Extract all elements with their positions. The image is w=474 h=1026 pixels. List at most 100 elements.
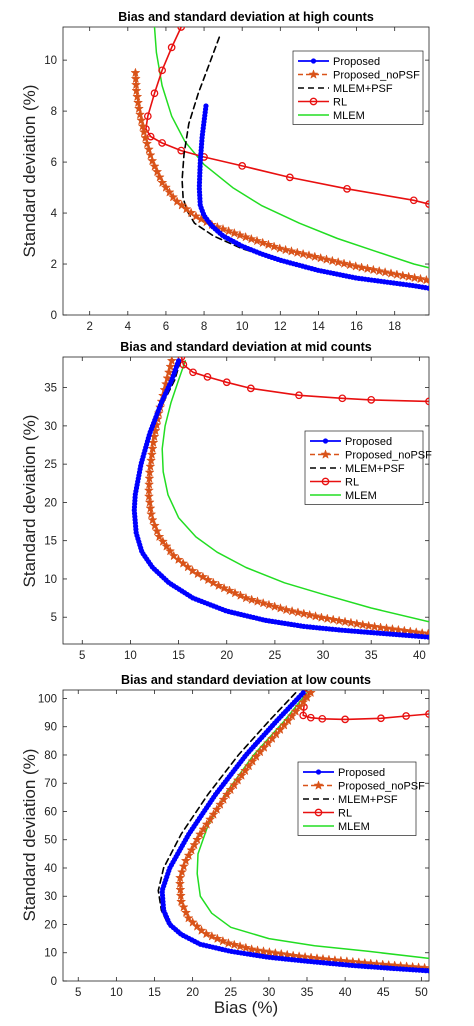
data-point-proposed-nopsf <box>362 263 373 274</box>
legend-marker-proposed-nopsf <box>308 69 319 79</box>
chart-title: Bias and standard deviation at mid count… <box>120 340 371 354</box>
series-rl <box>142 27 429 208</box>
data-point-proposed-nopsf <box>166 357 177 366</box>
chart-panel-1: Bias and standard deviation at high coun… <box>20 10 430 333</box>
data-point-proposed-nopsf <box>259 742 270 752</box>
data-point-proposed-nopsf <box>258 946 269 956</box>
data-point-proposed-nopsf <box>403 271 414 282</box>
data-point-rl <box>167 43 176 52</box>
x-tick-label: 15 <box>148 987 161 999</box>
data-point-proposed-nopsf <box>134 109 146 119</box>
data-point-proposed-nopsf <box>304 609 315 620</box>
data-point-rl <box>343 184 351 193</box>
data-point-proposed-nopsf <box>267 733 278 743</box>
data-point-rl <box>425 200 429 208</box>
data-point-proposed-nopsf <box>221 789 232 799</box>
data-point-proposed-nopsf <box>137 120 148 131</box>
x-tick-label: 25 <box>224 987 237 999</box>
data-point-proposed-nopsf <box>279 719 290 730</box>
y-tick-label: 0 <box>51 310 57 322</box>
data-point-proposed-nopsf <box>213 580 224 591</box>
data-point-proposed-nopsf <box>168 550 179 561</box>
y-tick-label: 6 <box>51 157 57 169</box>
chart-title: Bias and standard deviation at high coun… <box>118 10 374 24</box>
y-axis-label: Standard deviation (%) <box>20 749 39 922</box>
data-point-proposed-nopsf <box>236 770 247 780</box>
data-point-proposed-nopsf <box>182 561 193 572</box>
data-point-proposed <box>425 634 429 640</box>
y-tick-label: 40 <box>44 863 57 875</box>
data-point-proposed-nopsf <box>292 607 303 617</box>
data-point-proposed-nopsf <box>294 701 305 712</box>
series-proposed <box>159 690 429 974</box>
x-tick-label: 5 <box>79 650 85 662</box>
data-point-proposed-nopsf <box>224 585 235 595</box>
data-point-rl <box>143 112 152 121</box>
data-point-proposed-nopsf <box>229 587 241 598</box>
y-tick-label: 20 <box>44 497 57 509</box>
data-point-proposed-nopsf <box>350 261 361 271</box>
y-tick-label: 4 <box>51 208 58 220</box>
data-point-proposed-nopsf <box>147 514 158 525</box>
legend-label-proposed-nopsf: Proposed_noPSF <box>338 781 425 793</box>
data-point-proposed-nopsf <box>270 947 281 958</box>
data-point-proposed-nopsf <box>374 265 385 276</box>
data-point-proposed-nopsf <box>183 912 194 923</box>
data-point-proposed-nopsf <box>399 625 410 636</box>
y-tick-label: 60 <box>44 806 57 818</box>
y-tick-label: 90 <box>44 722 57 734</box>
x-tick-label: 35 <box>365 650 378 662</box>
data-point-proposed-nopsf <box>274 243 285 253</box>
data-point-proposed-nopsf <box>369 621 380 632</box>
legend-label-proposed: Proposed <box>333 56 380 68</box>
data-point-proposed-nopsf <box>229 779 240 790</box>
data-point-proposed-nopsf <box>138 126 150 137</box>
series-mlem-psf <box>181 36 429 289</box>
y-tick-label: 15 <box>44 536 57 548</box>
x-tick-label: 20 <box>186 987 199 999</box>
data-point-proposed-nopsf <box>145 461 156 471</box>
data-point-proposed-nopsf <box>136 115 147 125</box>
data-point-rl <box>189 368 197 377</box>
data-point-rl <box>341 715 349 724</box>
data-point-proposed-nopsf <box>223 937 234 948</box>
data-point-proposed-nopsf <box>211 804 222 814</box>
data-point-proposed-nopsf <box>161 541 172 551</box>
y-tick-label: 8 <box>51 106 57 118</box>
data-point-proposed-nopsf <box>173 554 184 564</box>
legend-marker-proposed-nopsf <box>313 780 324 790</box>
data-point-proposed-nopsf <box>149 520 160 530</box>
data-point-rl <box>222 378 231 387</box>
legend-label-rl: RL <box>333 97 347 109</box>
data-point-proposed-nopsf <box>280 244 291 255</box>
data-point-proposed-nopsf <box>133 97 144 108</box>
y-tick-label: 30 <box>44 421 57 433</box>
data-point-proposed-nopsf <box>251 751 262 761</box>
data-point-rl <box>306 713 315 722</box>
x-tick-label: 4 <box>125 321 132 333</box>
data-point-proposed-nopsf <box>387 623 398 634</box>
data-point-rl <box>338 394 347 403</box>
data-point-rl <box>425 397 429 406</box>
data-point-proposed-nopsf <box>132 91 143 102</box>
data-point-proposed-nopsf <box>303 250 315 260</box>
data-point-proposed-nopsf <box>375 622 386 632</box>
data-point-proposed-nopsf <box>198 824 209 834</box>
data-point-proposed-nopsf <box>321 254 332 264</box>
x-tick-label: 20 <box>220 650 233 662</box>
data-point-proposed-nopsf <box>243 760 254 771</box>
y-axis-label: Standard deviation (%) <box>20 85 39 258</box>
data-point-proposed <box>425 285 429 291</box>
x-tick-label: 45 <box>377 987 390 999</box>
data-point-proposed-nopsf <box>339 616 351 627</box>
data-point-proposed-nopsf <box>301 692 313 702</box>
data-point-proposed-nopsf <box>281 604 292 615</box>
legend-label-proposed: Proposed <box>345 436 392 448</box>
data-point-proposed-nopsf <box>409 272 420 283</box>
data-point-proposed-nopsf <box>275 724 286 735</box>
chart-panel-3: Bias and standard deviation at low count… <box>20 673 430 999</box>
data-point-proposed-nopsf <box>305 690 316 698</box>
